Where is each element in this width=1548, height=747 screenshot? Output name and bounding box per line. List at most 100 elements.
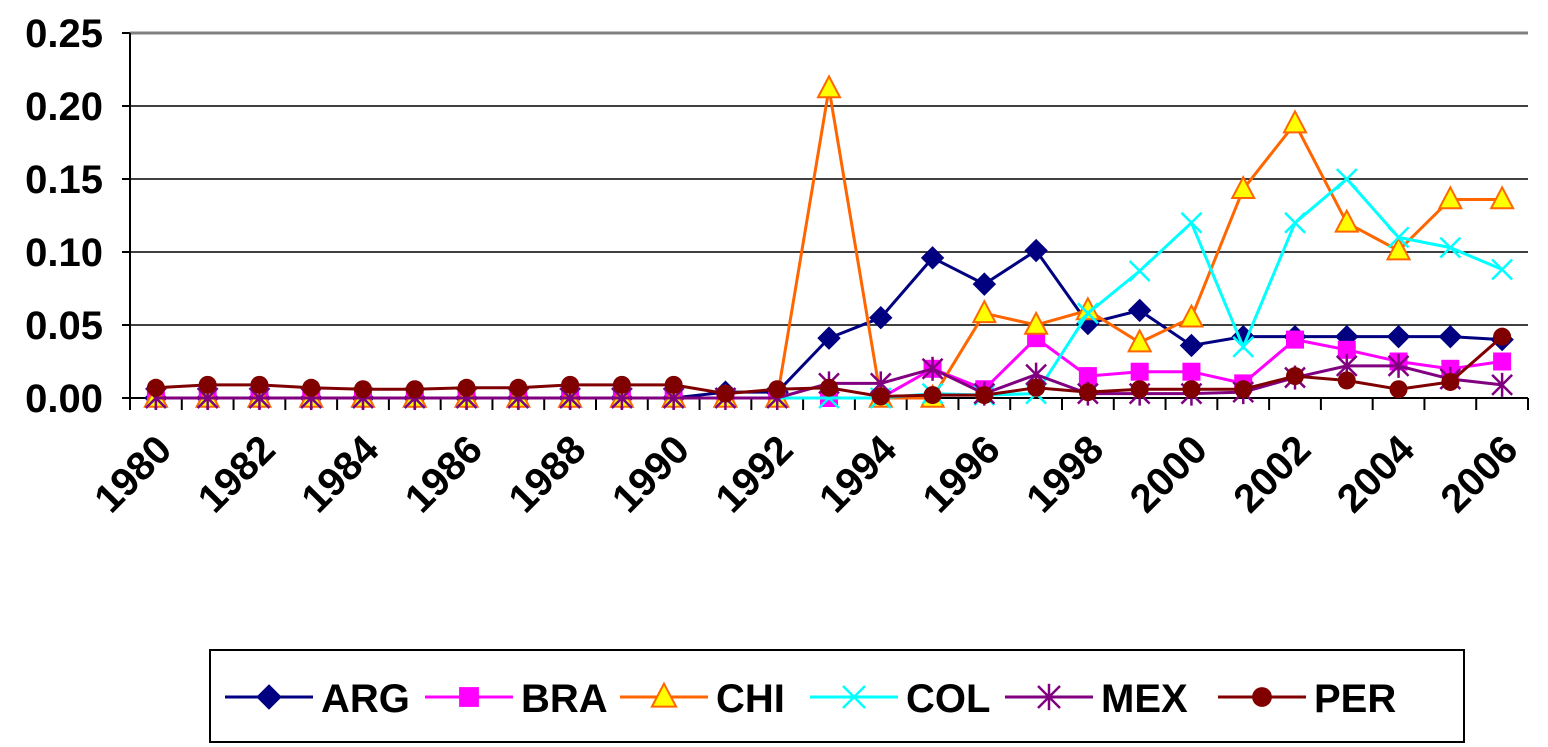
data-point <box>1178 303 1205 328</box>
data-point <box>1252 687 1272 707</box>
data-point <box>816 74 842 99</box>
y-tick-label: 0.05 <box>25 304 103 348</box>
y-tick-label: 0.25 <box>25 12 103 56</box>
series-chi <box>143 74 1515 408</box>
legend-item-mex: MEX <box>1005 677 1188 721</box>
data-point <box>1027 378 1046 397</box>
legend-item-arg: ARG <box>225 677 410 721</box>
data-point <box>1387 353 1410 378</box>
data-point <box>1334 208 1360 233</box>
x-tick-label: 1994 <box>811 427 906 522</box>
data-point <box>1078 367 1097 386</box>
data-point <box>768 380 787 399</box>
data-point <box>972 272 997 296</box>
data-point <box>354 380 372 399</box>
series-line <box>155 88 1503 400</box>
data-point <box>561 375 580 394</box>
data-point <box>1441 372 1460 391</box>
data-point <box>871 387 890 406</box>
x-axis-ticks: 1980 1982 1984 1986 1988 1990 1992 1994 1996 1998… <box>86 398 1529 522</box>
data-point <box>1127 298 1152 323</box>
data-point <box>1491 258 1513 281</box>
data-point <box>1337 371 1356 390</box>
data-point <box>1387 226 1410 249</box>
x-tick-label: 2004 <box>1329 427 1424 522</box>
x-tick-label: 1992 <box>708 427 802 521</box>
legend-item-col: COL <box>810 677 990 721</box>
data-point <box>1493 352 1512 371</box>
data-point <box>198 375 217 394</box>
data-point <box>250 375 269 394</box>
data-point <box>971 299 997 324</box>
legend-label: CHI <box>716 677 785 721</box>
data-point <box>664 375 683 394</box>
data-point <box>1230 174 1256 200</box>
data-point <box>650 681 678 708</box>
data-point <box>817 326 841 350</box>
data-point <box>1385 236 1412 261</box>
data-point <box>1023 310 1049 335</box>
legend-label: PER <box>1314 677 1396 721</box>
data-point <box>146 378 165 397</box>
x-tick-label: 1996 <box>915 427 1009 521</box>
data-point <box>1438 324 1463 349</box>
data-point <box>842 685 866 709</box>
x-tick-label: 2006 <box>1432 427 1526 521</box>
data-point <box>1284 211 1306 234</box>
data-point <box>1386 324 1411 349</box>
series-per <box>146 327 1512 406</box>
y-tick-label: 0.15 <box>25 158 103 202</box>
data-point <box>820 378 838 397</box>
data-point <box>1130 380 1149 399</box>
series-line <box>155 176 1503 400</box>
data-point <box>1037 683 1061 711</box>
data-point <box>1337 340 1356 359</box>
data-point <box>1078 383 1097 402</box>
data-point <box>1437 185 1463 210</box>
data-point <box>1128 260 1151 282</box>
x-tick-label: 2002 <box>1225 427 1319 521</box>
legend-label: BRA <box>521 677 608 721</box>
data-point <box>1493 327 1512 346</box>
data-point <box>1282 109 1308 134</box>
data-point <box>1180 211 1203 234</box>
data-point <box>459 687 479 707</box>
data-point <box>1286 367 1304 386</box>
y-tick-label: 0.10 <box>25 231 103 275</box>
y-axis-ticks: 0.00 0.05 0.10 0.15 0.20 0.25 <box>25 12 130 421</box>
series-layer <box>143 74 1515 410</box>
x-tick-label: 2000 <box>1122 427 1216 521</box>
data-point <box>975 386 994 405</box>
data-point <box>1179 333 1204 358</box>
data-point <box>1389 380 1408 399</box>
data-point <box>920 246 945 270</box>
legend-item-chi: CHI <box>620 677 785 721</box>
data-point <box>1182 380 1201 399</box>
legend-label: COL <box>906 677 990 721</box>
data-point <box>1232 336 1255 358</box>
legend: ARG BRA CHI COL MEX PER <box>209 649 1465 743</box>
data-point <box>921 356 944 381</box>
legend-item-bra: BRA <box>425 677 608 721</box>
data-point <box>1489 185 1515 210</box>
data-point <box>256 684 282 710</box>
data-point <box>1077 302 1099 325</box>
y-tick-label: 0.00 <box>25 377 103 421</box>
x-tick-label: 1982 <box>190 427 284 521</box>
y-tick-label: 0.20 <box>25 85 103 129</box>
x-tick-label: 1988 <box>500 427 594 521</box>
data-point <box>1127 328 1153 353</box>
data-point <box>1335 168 1358 190</box>
legend-item-per: PER <box>1218 677 1396 721</box>
data-point <box>869 305 893 330</box>
data-point <box>302 378 321 397</box>
data-point <box>1439 236 1462 259</box>
legend-label: ARG <box>321 677 410 721</box>
x-tick-label: 1986 <box>397 427 491 521</box>
data-point <box>1130 362 1149 381</box>
x-tick-label: 1980 <box>86 427 180 521</box>
data-point <box>1024 238 1048 263</box>
data-point <box>1491 372 1513 397</box>
data-point <box>1234 380 1253 399</box>
